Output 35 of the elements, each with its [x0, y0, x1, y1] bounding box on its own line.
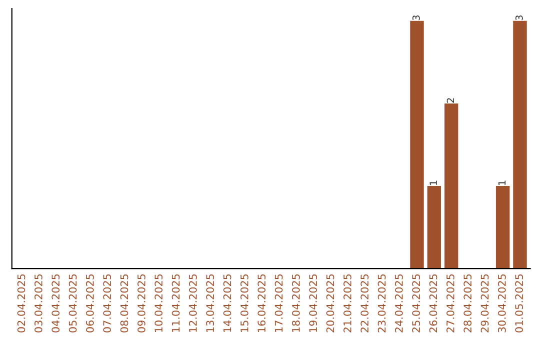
x-tick-label: 01.05.2025 — [515, 274, 524, 332]
x-tick-label: 07.04.2025 — [103, 274, 112, 332]
x-tick-label: 14.04.2025 — [223, 274, 232, 332]
x-tick-label: 11.04.2025 — [172, 274, 180, 332]
x-tick-label: 10.04.2025 — [154, 274, 163, 332]
x-tick-label: 28.04.2025 — [464, 274, 472, 332]
x-tick-label: 25.04.2025 — [412, 274, 420, 332]
x-tick-label: 09.04.2025 — [137, 274, 146, 332]
x-tick-label: 16.04.2025 — [258, 274, 266, 332]
x-tick-label: 17.04.2025 — [274, 274, 283, 332]
x-tick-label: 02.04.2025 — [17, 274, 26, 332]
x-tick-label: 15.04.2025 — [240, 274, 248, 332]
x-tick-label: 20.04.2025 — [326, 274, 334, 332]
x-tick-label: 23.04.2025 — [378, 274, 386, 332]
x-tick-label: 06.04.2025 — [86, 274, 94, 332]
x-tick-label: 12.04.2025 — [188, 274, 197, 332]
x-tick-label: 27.04.2025 — [446, 274, 454, 332]
x-tick-label: 26.04.2025 — [429, 274, 438, 332]
x-tick-label: 18.04.2025 — [292, 274, 300, 332]
x-tick-label: 19.04.2025 — [309, 274, 318, 332]
x-tick-label: 24.04.2025 — [394, 274, 403, 332]
data-label: 1 — [430, 180, 437, 185]
data-label: 3 — [412, 15, 420, 20]
x-tick-label: 21.04.2025 — [343, 274, 352, 332]
data-label: 2 — [446, 98, 454, 103]
x-tick-label: 05.04.2025 — [68, 274, 77, 332]
x-tick-label: 08.04.2025 — [120, 274, 128, 332]
x-tick-label: 04.04.2025 — [52, 274, 60, 332]
data-label: 3 — [515, 15, 523, 20]
x-tick-label: 03.04.2025 — [34, 274, 42, 332]
x-tick-label: 13.04.2025 — [206, 274, 214, 332]
x-tick-label: 29.04.2025 — [480, 274, 489, 332]
x-tick-label: 30.04.2025 — [498, 274, 506, 332]
x-tick-label: 22.04.2025 — [360, 274, 369, 332]
data-label: 1 — [498, 180, 506, 185]
